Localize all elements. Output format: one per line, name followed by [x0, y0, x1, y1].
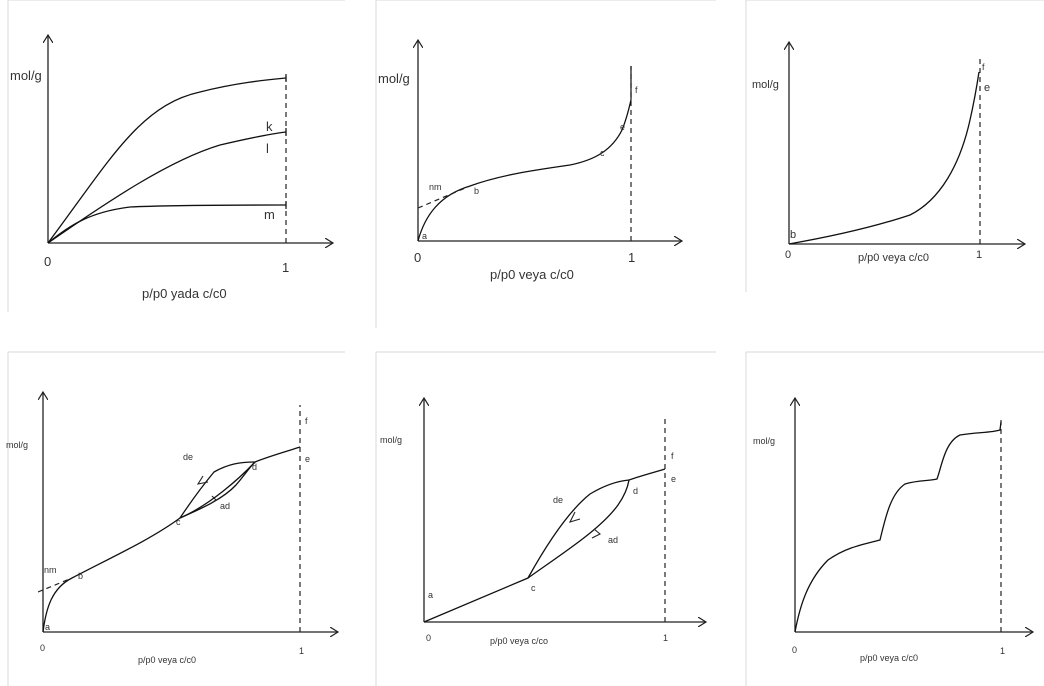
y-axis-label: mol/g	[10, 68, 42, 83]
one-label: 1	[976, 249, 982, 261]
point-b: b	[78, 571, 83, 581]
one-label: 1	[282, 260, 289, 275]
point-c: c	[600, 148, 605, 158]
point-f: f	[982, 62, 985, 72]
x-axis-label: p/p0 veya c/c0	[138, 655, 196, 665]
x-axis-label: p/p0 veya c/c0	[860, 653, 918, 663]
panel-3-type-iii: mol/g 0 1 p/p0 veya c/c0 b e f	[752, 42, 1025, 264]
branch-de	[179, 461, 256, 519]
y-axis-label: mol/g	[753, 436, 775, 446]
one-label: 1	[628, 250, 635, 265]
y-axis-label: mol/g	[380, 435, 402, 445]
point-e: e	[620, 122, 625, 132]
point-c: c	[531, 583, 536, 593]
curve-k	[47, 77, 287, 244]
extrapolation-line	[417, 185, 471, 209]
extrapolation-line	[37, 577, 73, 593]
curve-label-l: l	[266, 141, 269, 156]
one-label: 1	[663, 633, 668, 643]
point-e: e	[671, 474, 676, 484]
point-f: f	[671, 451, 674, 461]
curve-label-m: m	[264, 207, 275, 222]
one-label: 1	[299, 646, 304, 656]
point-b: b	[790, 229, 796, 241]
point-b: b	[474, 186, 479, 196]
curve-m	[47, 204, 287, 244]
point-a: a	[45, 622, 50, 632]
point-f: f	[635, 85, 638, 95]
panel-1-type-i: mol/g 0 1 p/p0 yada c/c0 k l m	[10, 35, 333, 301]
point-a: a	[428, 590, 433, 600]
point-d: d	[633, 486, 638, 496]
origin-label: 0	[44, 254, 51, 269]
curve-label-k: k	[266, 119, 273, 134]
panel-6-type-vi: mol/g 0 1 p/p0 veya c/c0	[753, 398, 1033, 663]
arrow-adsorption	[209, 495, 217, 505]
x-axis-label: p/p0 veya c/c0	[490, 267, 574, 282]
panel-4-type-iv: mol/g 0 1 p/p0 veya c/c0 a nm b c d e f …	[6, 392, 338, 665]
branch-label-ad: ad	[608, 535, 618, 545]
arrow-desorption	[568, 511, 581, 523]
stepwise-curve	[794, 421, 1002, 633]
arrow-desorption	[196, 475, 209, 485]
y-axis-label: mol/g	[752, 79, 779, 91]
point-f: f	[305, 416, 308, 426]
branch-label-de: de	[553, 495, 563, 505]
panel-5-type-v: mol/g 0 1 p/p0 veya c/co a c d e f de ad	[380, 398, 706, 646]
arrow-adsorption	[591, 528, 601, 539]
origin-label: 0	[792, 645, 797, 655]
origin-label: 0	[40, 643, 45, 653]
y-axis-label: mol/g	[6, 440, 28, 450]
panel-frames	[7, 0, 1044, 686]
x-axis-label: p/p0 veya c/co	[490, 636, 548, 646]
point-nm: nm	[429, 182, 442, 192]
origin-label: 0	[785, 249, 791, 261]
point-c: c	[176, 517, 181, 527]
x-axis-label: p/p0 veya c/c0	[858, 252, 929, 264]
branch-label-de: de	[183, 452, 193, 462]
origin-label: 0	[414, 250, 421, 265]
curve-l	[47, 131, 287, 244]
point-e: e	[305, 454, 310, 464]
adsorption-curve	[42, 446, 301, 633]
point-nm: nm	[44, 565, 57, 575]
point-a: a	[422, 231, 427, 241]
branch-label-ad: ad	[220, 501, 230, 511]
x-axis-label: p/p0 yada c/c0	[142, 286, 227, 301]
origin-label: 0	[426, 633, 431, 643]
branch-de	[527, 479, 630, 579]
isotherm-curve	[417, 99, 632, 242]
point-d: d	[252, 462, 257, 472]
adsorption-curve	[423, 468, 666, 623]
point-e: e	[984, 82, 990, 94]
y-axis-label: mol/g	[378, 71, 410, 86]
panel-2-type-ii: mol/g 0 1 p/p0 veya c/c0 a nm b c e f	[378, 40, 682, 282]
one-label: 1	[1000, 646, 1005, 656]
branch-ad	[179, 461, 256, 519]
isotherm-curve	[788, 71, 980, 245]
